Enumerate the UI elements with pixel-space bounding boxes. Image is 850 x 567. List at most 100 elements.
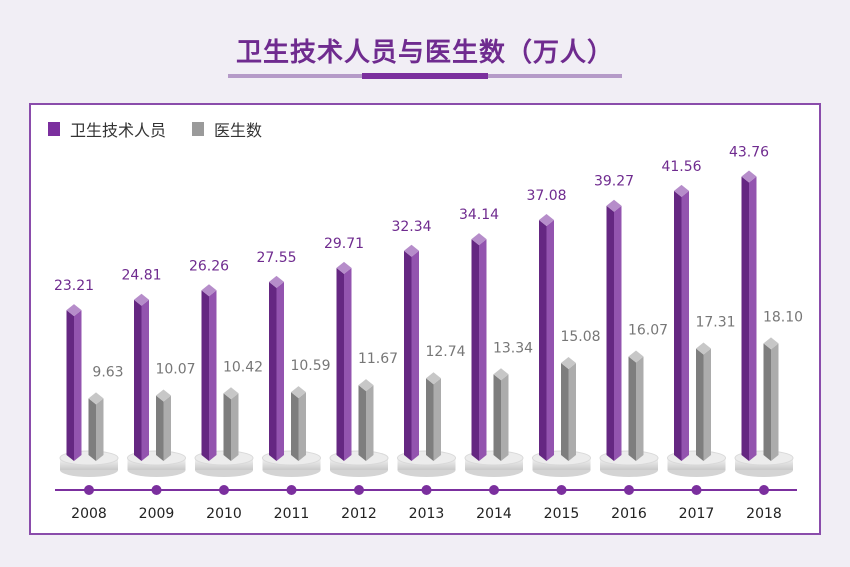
x-axis-marker [759,485,769,495]
legend-item-series1: 卫生技术人员 [48,117,166,141]
value-label-s1: 41.56 [661,159,701,175]
bar-s2-1-right-face [163,395,171,461]
bar-s1-2-top-face [201,284,217,297]
value-label-s2: 16.07 [628,323,668,339]
bar-s2-6-left-face [493,374,501,461]
title-area: 卫生技术人员与医生数（万人） [0,0,850,90]
x-tick-label: 2010 [206,506,242,522]
bar-s2-5-left-face [426,378,434,461]
title-underline-accent [362,73,488,79]
bar-s2-10-right-face [771,343,779,461]
bar-s1-3-right-face [276,281,284,461]
bar-s2-8-top-face [628,350,644,363]
bar-s1-6-top-face [471,233,487,246]
x-tick-label: 2015 [544,506,580,522]
bar-s2-4-right-face [366,385,374,461]
x-tick-label: 2017 [679,506,715,522]
bar-s2-2-right-face [231,393,239,461]
x-tick-label: 2012 [341,506,377,522]
x-tick-label: 2016 [611,506,647,522]
bar-s2-9-left-face [696,348,704,461]
bar-s1-6-left-face [471,239,479,461]
x-axis-marker [489,485,499,495]
bar-s1-7-left-face [539,219,547,461]
bar-s1-2-right-face [209,290,217,461]
bar-s2-10-left-face [763,343,771,461]
x-tick-label: 2018 [746,506,782,522]
legend-swatch-series1 [48,122,60,136]
bar-s1-2-left-face [201,290,209,461]
value-label-s1: 24.81 [121,268,161,284]
bar-s2-3-top-face [291,386,306,399]
bar-s2-7-top-face [561,356,576,369]
legend-item-series2: 医生数 [192,117,262,141]
value-label-s2: 10.07 [155,362,195,378]
bar-s1-5-top-face [404,244,419,257]
bar-s2-7-right-face [568,362,576,461]
value-label-s1: 26.26 [189,258,229,274]
bar-s2-6-top-face [493,368,509,381]
x-axis-marker [84,485,94,495]
bar-s1-7-top-face [539,213,554,226]
bar-s1-5-right-face [411,250,419,461]
bar-s2-8-right-face [636,356,644,461]
value-label-s1: 34.14 [459,207,499,223]
bar-s1-5-left-face [404,250,412,461]
x-tick-label: 2011 [274,506,310,522]
bar-s1-8-right-face [614,205,622,461]
bar-s1-0-top-face [66,304,82,317]
bar-s1-4-right-face [344,267,352,461]
value-label-s1: 27.55 [256,250,296,266]
bar-s1-3-top-face [269,275,284,288]
bar-s1-9-top-face [674,184,689,197]
x-tick-label: 2009 [139,506,175,522]
bar-s2-5-top-face [426,372,441,385]
bar-s2-5-right-face [433,378,441,461]
x-axis-marker [421,485,432,495]
x-tick-label: 2013 [409,506,445,522]
bar-s2-4-left-face [358,385,366,461]
value-label-s1: 32.34 [391,219,431,235]
bar-s2-3-left-face [291,392,299,461]
bar-s2-0-right-face [96,398,104,461]
value-label-s2: 13.34 [493,340,533,356]
bar-s2-0-left-face [88,398,96,461]
bar-s1-3-left-face [269,281,277,461]
bar-s2-3-right-face [298,392,306,461]
x-axis-marker [219,485,229,495]
bar-s1-0-left-face [66,310,74,461]
value-label-s1: 43.76 [729,145,769,161]
bar-s1-1-left-face [134,299,142,461]
bar-s1-1-top-face [134,293,149,306]
bar-s2-1-top-face [156,389,171,402]
bar-s2-9-right-face [703,348,711,461]
value-label-s2: 10.42 [223,359,263,375]
x-axis-marker [354,485,364,495]
bar-s2-2-left-face [223,393,231,461]
bar-s2-10-top-face [763,337,779,350]
x-tick-label: 2014 [476,506,512,522]
bar-s2-9-top-face [696,342,711,355]
bar-s2-6-right-face [501,374,509,461]
value-label-s1: 37.08 [526,188,566,204]
value-label-s1: 29.71 [324,236,364,252]
bar-s2-0-top-face [88,392,104,405]
bar-s1-9-left-face [674,190,682,462]
x-axis-marker [286,485,297,495]
chart-title: 卫生技术人员与医生数（万人） [235,38,614,68]
bar-s1-4-top-face [336,261,352,274]
value-label-s2: 15.08 [560,329,600,345]
x-axis-marker [624,485,634,495]
legend-label-series2: 医生数 [214,121,263,140]
value-label-s2: 9.63 [92,364,123,380]
legend: 卫生技术人员 医生数 [48,118,288,140]
value-label-s2: 12.74 [425,344,465,360]
legend-swatch-series2 [192,122,205,136]
bar-s2-7-left-face [561,362,569,461]
bar-s2-2-top-face [223,387,239,400]
bar-s1-8-top-face [606,199,622,212]
value-label-s2: 17.31 [695,314,735,330]
x-tick-label: 2008 [71,506,107,522]
bar-s2-4-top-face [358,379,374,392]
value-label-s1: 39.27 [594,174,634,190]
